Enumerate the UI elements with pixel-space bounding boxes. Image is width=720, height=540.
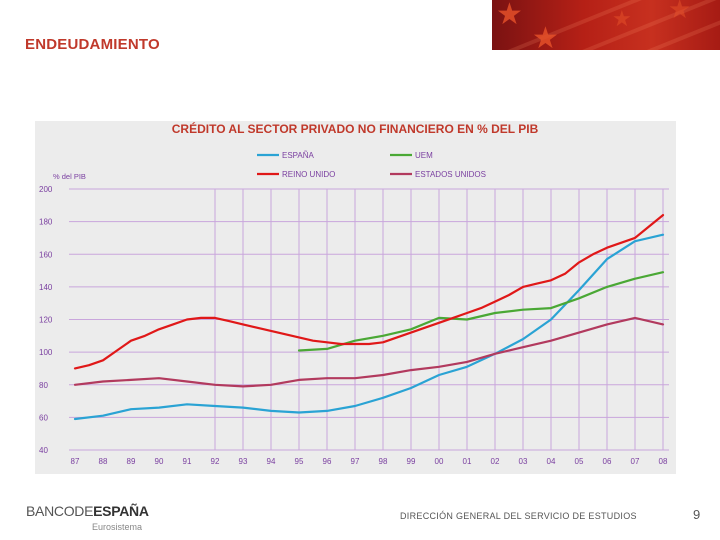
star-icon: ★ [532,22,559,51]
y-tick-label: 80 [39,381,48,390]
x-tick-label: 97 [351,457,360,466]
x-tick-label: 06 [603,457,612,466]
x-tick-label: 96 [323,457,332,466]
legend-label: ESPAÑA [282,151,315,160]
legend-label: ESTADOS UNIDOS [415,170,486,179]
x-tick-label: 98 [379,457,388,466]
y-tick-label: 60 [39,413,48,422]
x-tick-label: 91 [183,457,192,466]
y-tick-label: 180 [39,218,53,227]
bank-logo: BANCODEESPAÑA [26,503,149,519]
y-tick-label: 160 [39,250,53,259]
logo-text-bold: ESPAÑA [93,503,149,519]
x-tick-label: 92 [211,457,220,466]
credit-line-chart: CRÉDITO AL SECTOR PRIVADO NO FINANCIERO … [39,121,669,466]
series-line-uem [297,271,665,352]
series-lines [73,213,665,421]
x-tick-label: 90 [155,457,164,466]
x-tick-labels: 87 88 89 90 91 92 93 94 95 96 97 98 99 00 01 02 03 04 05 06… [71,457,668,466]
series-line-espana [73,233,665,421]
legend-label: UEM [415,151,433,160]
footer-department: DIRECCIÓN GENERAL DEL SERVICIO DE ESTUDI… [400,511,637,521]
grid [69,188,669,451]
x-tick-label: 00 [435,457,444,466]
x-tick-label: 01 [463,457,472,466]
series-line-reino-unido [73,213,665,370]
x-tick-label: 99 [407,457,416,466]
header-banner: ★ ★ ★ ★ [492,0,720,50]
x-tick-label: 08 [659,457,668,466]
y-tick-label: 40 [39,446,48,455]
y-tick-label: 200 [39,185,53,194]
slide-title: ENDEUDAMIENTO [25,36,160,53]
logo-text-light: BANCODE [26,503,94,519]
x-tick-label: 94 [267,457,276,466]
y-tick-label: 100 [39,348,53,357]
x-tick-label: 88 [99,457,108,466]
x-tick-label: 02 [491,457,500,466]
logo-subtitle: Eurosistema [92,522,143,532]
x-tick-label: 04 [547,457,556,466]
page-number: 9 [693,507,701,522]
legend: ESPAÑA UEM REINO UNIDO ESTADOS UNIDOS [257,151,486,179]
x-tick-label: 87 [71,457,80,466]
star-icon: ★ [496,0,523,31]
y-tick-label: 120 [39,316,53,325]
chart-panel: CRÉDITO AL SECTOR PRIVADO NO FINANCIERO … [35,121,676,474]
star-icon: ★ [612,6,632,31]
x-tick-label: 07 [631,457,640,466]
chart-title: CRÉDITO AL SECTOR PRIVADO NO FINANCIERO … [172,121,539,136]
x-tick-label: 05 [575,457,584,466]
star-icon: ★ [668,0,692,24]
x-tick-label: 93 [239,457,248,466]
y-axis-label: % del PIB [53,172,86,181]
y-tick-labels: 40 60 80 100 120 140 160 180 200 [39,185,53,455]
x-tick-label: 89 [127,457,136,466]
series-line-estados-unidos [73,316,665,388]
x-tick-label: 95 [295,457,304,466]
y-tick-label: 140 [39,283,53,292]
legend-label: REINO UNIDO [282,170,335,179]
x-tick-label: 03 [519,457,528,466]
